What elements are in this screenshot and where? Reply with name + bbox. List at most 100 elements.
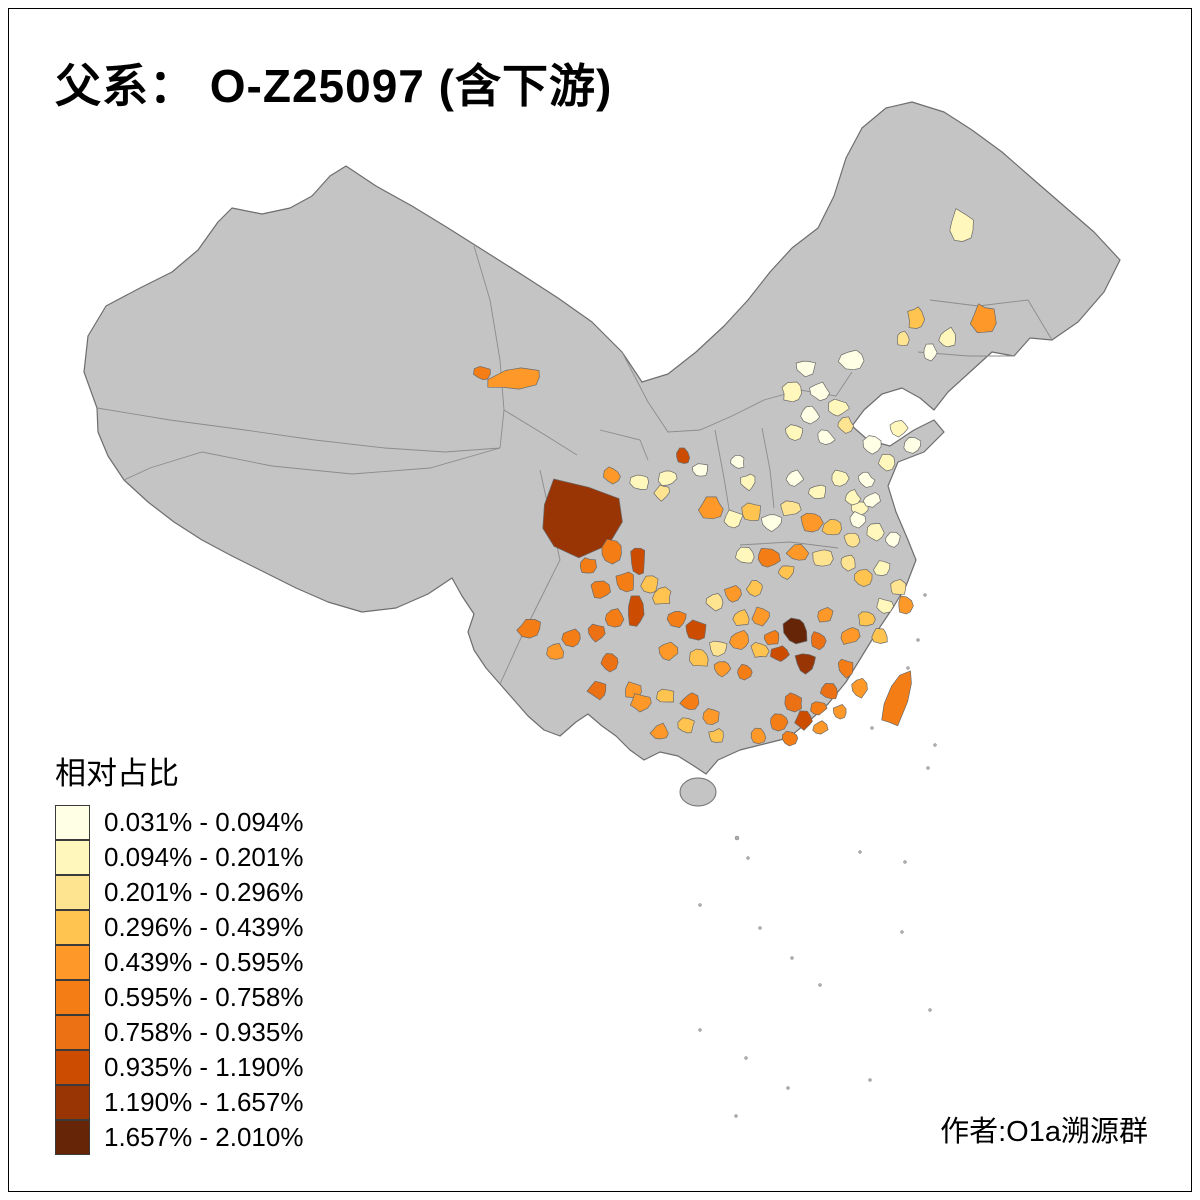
map-region	[629, 474, 649, 490]
small-island	[933, 743, 937, 747]
legend-label: 1.190% - 1.657%	[104, 1087, 304, 1117]
map-region	[740, 473, 756, 492]
legend-swatch	[55, 945, 90, 980]
map-region	[630, 547, 646, 576]
legend-label: 0.935% - 1.190%	[104, 1052, 304, 1082]
map-region	[923, 343, 938, 362]
province-boundary	[96, 407, 501, 453]
map-region	[871, 628, 888, 644]
map-region	[724, 585, 742, 603]
map-region	[777, 565, 795, 580]
map-region	[729, 629, 749, 650]
map-region	[698, 496, 724, 520]
map-region	[810, 701, 828, 716]
map-region	[629, 693, 652, 713]
small-island	[916, 638, 920, 642]
legend-row: 0.439% - 0.595%	[55, 945, 303, 980]
map-region	[708, 728, 724, 743]
province-boundary	[739, 541, 839, 549]
legend-title: 相对占比	[55, 756, 179, 791]
small-island	[758, 926, 762, 930]
map-region	[832, 704, 847, 720]
map-region	[666, 610, 687, 628]
small-island	[928, 1008, 932, 1012]
map-region	[785, 469, 805, 487]
map-region	[821, 519, 842, 536]
mainland-outline	[83, 101, 1121, 775]
legend-label: 0.201% - 0.296%	[104, 877, 304, 907]
map-region	[784, 692, 802, 713]
map-region	[881, 670, 912, 727]
legend-label: 0.595% - 0.758%	[104, 982, 304, 1012]
map-region	[780, 500, 802, 517]
map-region	[854, 568, 873, 587]
map-region	[653, 484, 670, 502]
legend-label: 0.031% - 0.094%	[104, 807, 304, 837]
map-region	[628, 595, 645, 627]
map-region	[757, 547, 781, 568]
map-region	[600, 653, 619, 673]
map-region	[781, 381, 802, 403]
map-region	[770, 645, 790, 662]
map-region	[781, 730, 799, 747]
map-title: 父系： O-Z25097 (含下游)	[55, 60, 613, 112]
map-region	[676, 447, 691, 464]
map-region	[546, 643, 565, 660]
map-region	[849, 511, 867, 529]
legend-label: 0.094% - 0.201%	[104, 842, 304, 872]
small-island	[926, 766, 930, 770]
map-region	[876, 597, 894, 614]
map-region	[811, 631, 827, 651]
legend-rows: 0.031% - 0.094% 0.094% - 0.201% 0.201% - 0…	[55, 805, 303, 1155]
legend-label: 0.758% - 0.935%	[104, 1017, 304, 1047]
map-region	[579, 557, 597, 574]
legend-swatch	[55, 840, 90, 875]
map-region	[590, 580, 611, 599]
map-region	[741, 502, 761, 522]
legend-row: 1.657% - 2.010%	[55, 1120, 303, 1155]
province-boundary	[761, 427, 775, 509]
map-region	[907, 306, 926, 329]
map-region	[692, 463, 708, 477]
map-region	[705, 593, 724, 612]
map-region	[516, 619, 541, 639]
map-region	[831, 469, 850, 487]
map-region	[770, 713, 789, 732]
map-region	[866, 523, 885, 542]
small-island	[746, 856, 750, 860]
map-region	[800, 405, 820, 425]
map-region	[615, 571, 634, 593]
map-region	[679, 692, 700, 711]
map-region	[862, 435, 882, 455]
map-region	[885, 531, 901, 548]
legend-swatch	[55, 1120, 90, 1155]
map-region	[656, 688, 675, 703]
map-region	[561, 628, 581, 648]
map-region	[750, 642, 770, 658]
map-region	[794, 653, 816, 675]
map-region	[764, 629, 780, 646]
map-region	[949, 208, 974, 242]
map-region	[601, 538, 622, 565]
small-island	[818, 983, 822, 987]
legend: 相对占比 0.031% - 0.094% 0.094% - 0.201% 0.201…	[55, 748, 303, 1155]
map-region	[837, 658, 854, 679]
map-region	[640, 575, 659, 594]
author-credit: 作者:O1a溯源群	[940, 1116, 1148, 1148]
map-region	[487, 367, 540, 390]
map-region	[844, 489, 862, 506]
province-boundary	[503, 409, 578, 456]
map-region	[735, 546, 755, 564]
map-region	[862, 492, 881, 508]
map-region	[709, 640, 728, 657]
map-region	[685, 619, 707, 641]
map-region	[938, 326, 956, 348]
map-region	[837, 349, 865, 371]
small-island	[900, 930, 904, 934]
map-region	[542, 478, 623, 559]
small-island	[906, 666, 910, 670]
map-region	[652, 586, 672, 605]
map-region	[602, 466, 621, 485]
